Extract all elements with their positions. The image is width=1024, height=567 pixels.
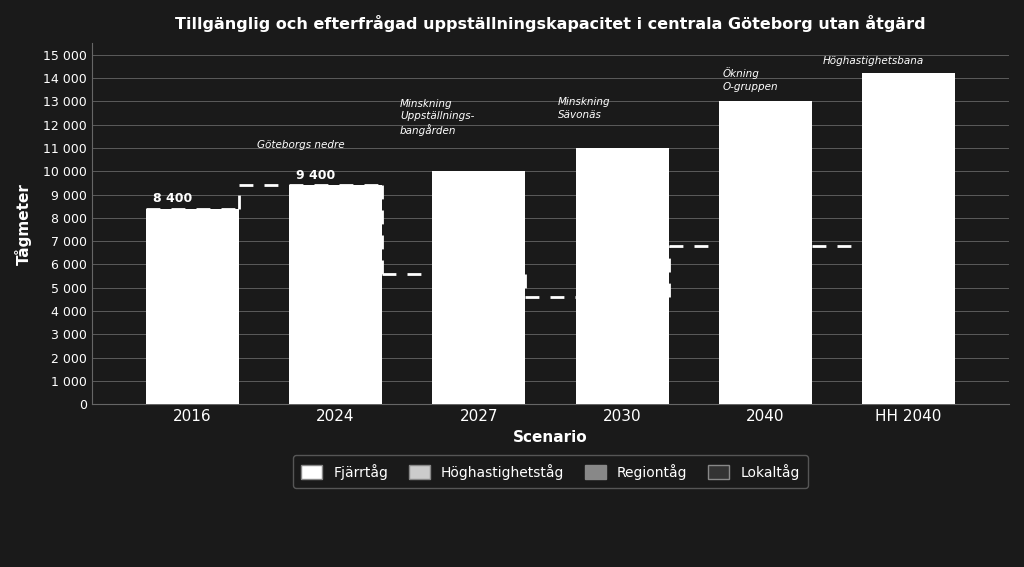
Bar [432, 171, 525, 404]
X-axis label: Scenario: Scenario [513, 430, 588, 445]
Bar [289, 185, 382, 404]
Text: Minskning
Uppställnings-
bangården: Minskning Uppställnings- bangården [400, 99, 474, 136]
Text: 9 400: 9 400 [296, 168, 335, 181]
Text: Ökning
O-gruppen: Ökning O-gruppen [722, 67, 778, 92]
Bar [719, 101, 812, 404]
Bar [145, 209, 239, 404]
Y-axis label: Tågmeter: Tågmeter [15, 183, 32, 265]
Bar [862, 73, 955, 404]
Text: 8 400: 8 400 [153, 192, 193, 205]
Bar [575, 148, 669, 404]
Title: Tillgänglig och efterfrågad uppställningskapacitet i centrala Göteborg utan åtgä: Tillgänglig och efterfrågad uppställning… [175, 15, 926, 32]
Text: 4 600: 4 600 [583, 281, 622, 294]
Text: 6 800: 6 800 [726, 229, 765, 242]
Text: 5 600: 5 600 [439, 257, 478, 270]
Text: Göteborgs nedre: Göteborgs nedre [257, 140, 344, 150]
Text: Höghastighetsbana: Höghastighetsbana [822, 56, 924, 66]
Text: Minskning
Sävonäs: Minskning Sävonäs [558, 98, 610, 120]
Legend: Fjärrtåg, Höghastighetståg, Regiontåg, Lokaltåg: Fjärrtåg, Höghastighetståg, Regiontåg, L… [293, 455, 808, 488]
